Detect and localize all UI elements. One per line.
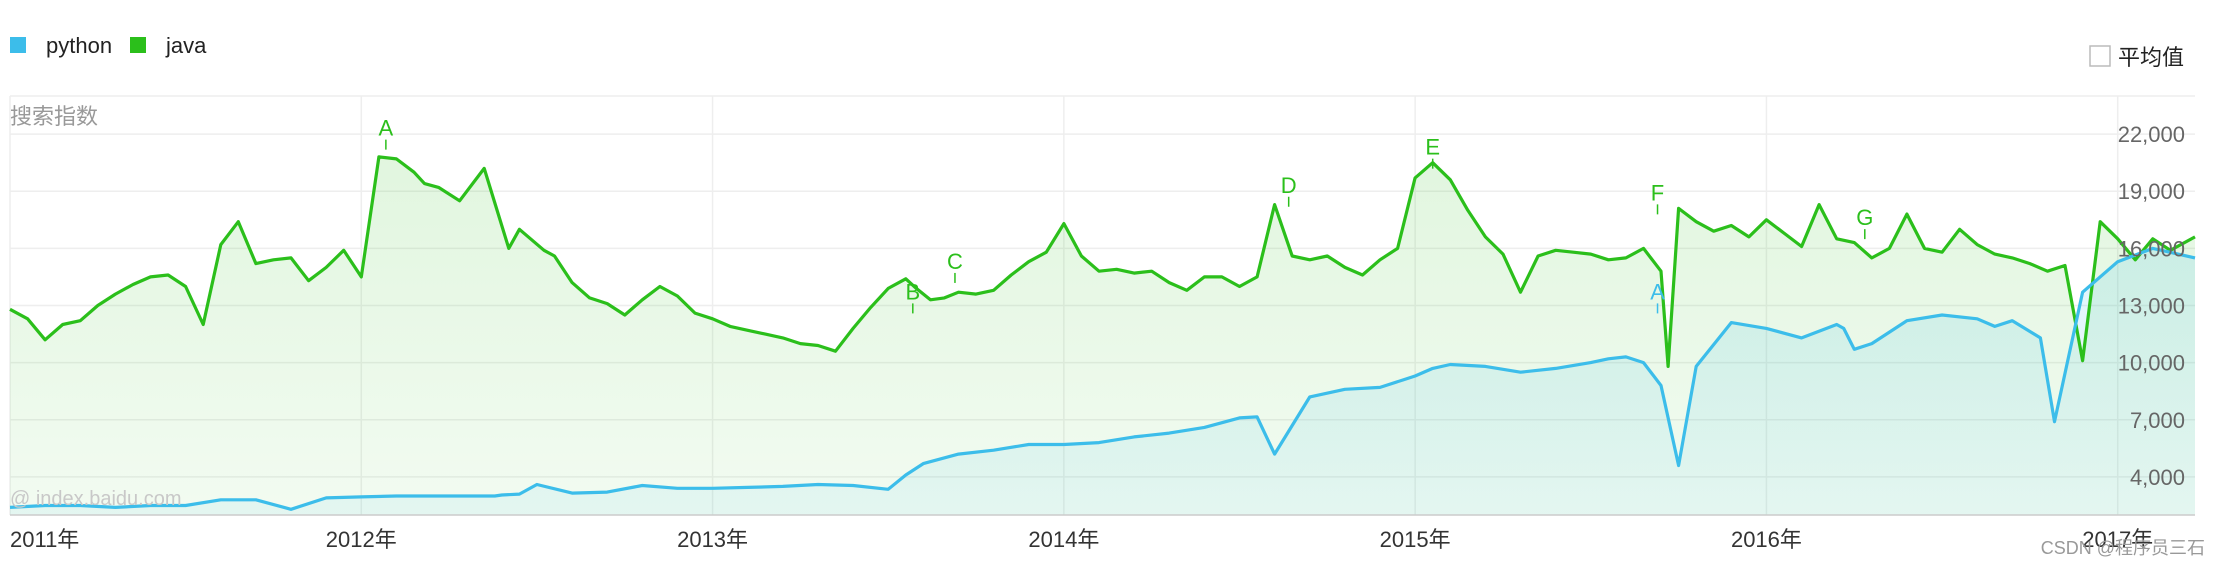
- annotation-label: A: [379, 116, 394, 141]
- y-tick-label: 16,000: [2118, 236, 2185, 261]
- y-axis: 4,000 7,000 10,000 13,000 16,000 19,000 22,000: [2118, 122, 2185, 490]
- annotation-label: C: [947, 249, 963, 274]
- annotation-F-java[interactable]: F: [1651, 180, 1664, 215]
- y-tick-label: 22,000: [2118, 122, 2185, 147]
- x-tick-label: 2014年: [1028, 527, 1099, 552]
- legend-item-java[interactable]: java: [130, 33, 207, 58]
- line-python[interactable]: [9, 246, 2196, 511]
- x-axis: 2011年 2012年 2013年 2014年 2015年 2016年 2017年: [10, 514, 2195, 552]
- annotation-label: F: [1651, 180, 1664, 205]
- watermark: @ index.baidu.com: [10, 488, 182, 510]
- corner-watermark: CSDN @程序员三石: [2041, 538, 2205, 558]
- annotation-G-java[interactable]: G: [1856, 205, 1873, 240]
- y-tick-label: 4,000: [2130, 465, 2185, 490]
- average-checkbox[interactable]: [2089, 45, 2111, 67]
- annotation-label: E: [1425, 135, 1440, 160]
- legend-swatch-python: [10, 37, 26, 53]
- series-areas: [10, 156, 2195, 515]
- legend-label-java: java: [165, 33, 207, 58]
- y-tick-label: 19,000: [2118, 179, 2185, 204]
- x-tick-label: 2016年: [1731, 527, 1802, 552]
- legend-label-python: python: [46, 33, 112, 58]
- y-tick-label: 13,000: [2118, 294, 2185, 319]
- annotation-label: A: [1650, 279, 1665, 304]
- y-axis-label: 搜索指数: [10, 104, 98, 129]
- annotation-A-java[interactable]: A: [379, 116, 394, 150]
- x-tick-label: 2013年: [677, 527, 748, 552]
- annotation-E-java[interactable]: E: [1425, 135, 1440, 169]
- series-lines: [9, 155, 2196, 511]
- average-toggle[interactable]: 平均值: [2089, 45, 2184, 70]
- y-tick-label: 10,000: [2118, 351, 2185, 376]
- annotation-label: G: [1856, 205, 1873, 230]
- annotation-D-java[interactable]: D: [1281, 173, 1297, 207]
- annotations: A B C D E F A G: [379, 116, 1873, 314]
- average-label: 平均值: [2118, 45, 2184, 70]
- annotation-label: B: [905, 279, 920, 304]
- legend-item-python[interactable]: python: [10, 33, 112, 58]
- x-tick-label: 2011年: [10, 527, 79, 552]
- annotation-A-python[interactable]: A: [1650, 279, 1665, 314]
- line-java[interactable]: [9, 155, 2196, 368]
- area-python: [10, 248, 2195, 515]
- y-tick-label: 7,000: [2130, 408, 2185, 433]
- x-tick-label: 2012年: [326, 527, 397, 552]
- annotation-label: D: [1281, 173, 1297, 198]
- legend-swatch-java: [130, 37, 146, 53]
- x-tick-label: 2015年: [1380, 527, 1451, 552]
- annotation-B-java[interactable]: B: [905, 279, 920, 314]
- x-tick-label: 2017年: [2082, 527, 2153, 552]
- annotation-C-java[interactable]: C: [947, 249, 963, 283]
- legend: python java: [10, 33, 207, 58]
